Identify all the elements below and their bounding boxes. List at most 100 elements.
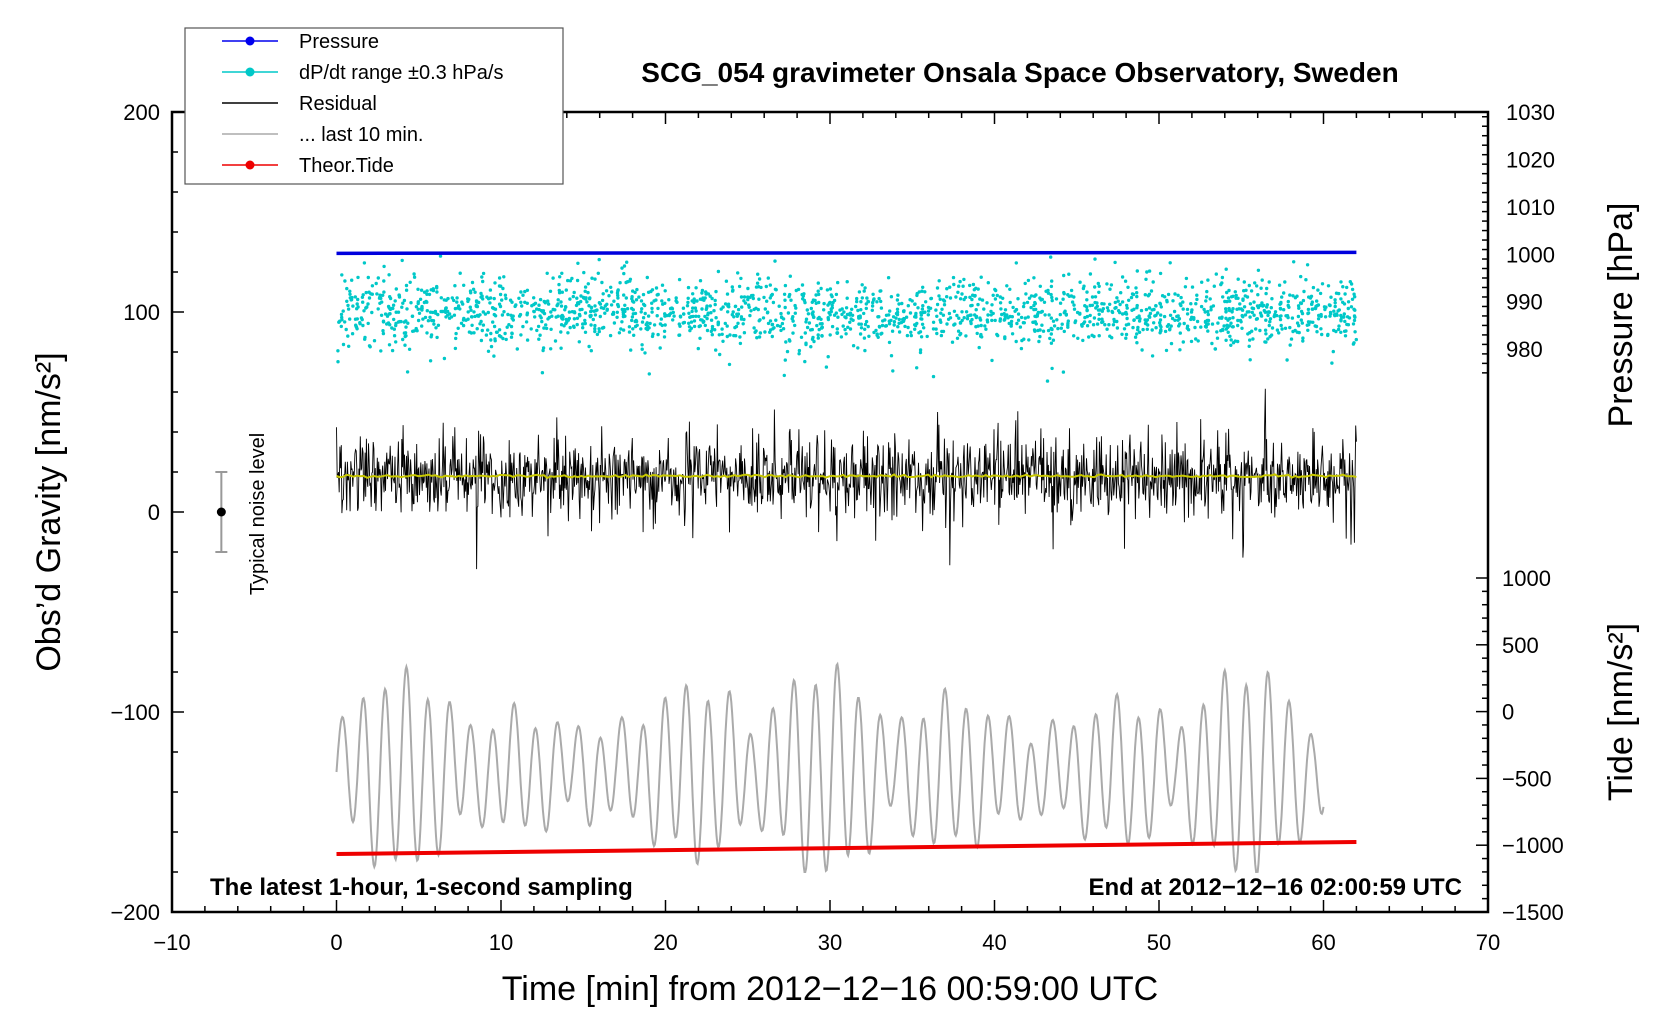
dpdt-point [697, 314, 701, 319]
dpdt-point [382, 290, 386, 294]
dpdt-point [1042, 300, 1047, 304]
dpdt-point [1349, 282, 1354, 286]
dpdt-point [913, 323, 918, 328]
dpdt-point [872, 297, 876, 301]
dpdt-point [1018, 325, 1023, 329]
dpdt-point [510, 316, 514, 320]
dpdt-point [426, 319, 431, 323]
dpdt-point [1082, 320, 1087, 324]
dpdt-point [428, 310, 433, 314]
dpdt-point [723, 302, 728, 306]
dpdt-point [1014, 339, 1018, 344]
dpdt-point [1205, 289, 1209, 294]
dpdt-point [489, 344, 494, 349]
dpdt-point [1046, 291, 1051, 295]
dpdt-point [856, 308, 860, 313]
dpdt-point [583, 289, 587, 293]
dpdt-point [1206, 322, 1210, 326]
dpdt-point [375, 292, 379, 296]
dpdt-point [1267, 280, 1271, 284]
noise-center-dot [216, 507, 226, 517]
dpdt-point [1158, 302, 1163, 306]
dpdt-point [686, 300, 690, 305]
dpdt-point [1090, 333, 1094, 337]
dpdt-point [555, 303, 559, 308]
dpdt-point [1339, 330, 1343, 334]
dpdt-point [615, 310, 619, 314]
dpdt-point [733, 304, 738, 309]
dpdt-point [1292, 260, 1296, 264]
dpdt-point [782, 373, 786, 378]
dpdt-point [424, 299, 428, 304]
y-tick-label-left: −100 [110, 700, 160, 725]
dpdt-point [1168, 313, 1173, 317]
dpdt-point [652, 323, 657, 327]
dpdt-point [343, 279, 347, 283]
dpdt-point [405, 307, 409, 311]
dpdt-point [996, 333, 1000, 338]
dpdt-point [909, 333, 913, 338]
dpdt-point [910, 299, 914, 303]
dpdt-point [1337, 308, 1342, 312]
dpdt-point [1070, 300, 1075, 304]
dpdt-point [1265, 286, 1269, 291]
dpdt-point [1311, 285, 1316, 290]
dpdt-point [544, 323, 548, 327]
dpdt-point [366, 321, 370, 326]
dpdt-point [887, 313, 891, 317]
dpdt-point [603, 311, 607, 315]
dpdt-point [1049, 255, 1053, 259]
dpdt-point [1278, 314, 1282, 319]
dpdt-point [1239, 320, 1243, 324]
dpdt-point [616, 293, 620, 298]
dpdt-point [871, 300, 875, 305]
dpdt-point [416, 318, 421, 323]
dpdt-point [622, 264, 627, 268]
dpdt-point [986, 313, 990, 317]
dpdt-point [366, 275, 370, 280]
legend-label: ... last 10 min. [299, 124, 424, 146]
dpdt-point [857, 290, 862, 294]
dpdt-point [561, 315, 565, 319]
dpdt-point [1032, 276, 1036, 280]
dpdt-point [514, 303, 518, 307]
dpdt-point [1242, 305, 1247, 309]
dpdt-point [817, 300, 821, 305]
dpdt-point [633, 319, 637, 324]
dpdt-point [915, 366, 919, 370]
dpdt-point [416, 307, 420, 311]
dpdt-point [381, 320, 386, 324]
dpdt-point [929, 296, 934, 301]
legend-entry-pressure: Pressure [222, 31, 379, 53]
dpdt-point [739, 315, 744, 319]
theor-tide-line [336, 840, 1357, 856]
dpdt-point [557, 282, 561, 287]
dpdt-point [623, 314, 627, 318]
dpdt-point [412, 272, 416, 276]
dpdt-point [1333, 301, 1337, 305]
dpdt-point [919, 313, 923, 317]
dpdt-point [1247, 283, 1252, 288]
sampling-note: The latest 1-hour, 1-second sampling [210, 874, 633, 901]
dpdt-point [1328, 314, 1332, 318]
noise-indicator [215, 471, 228, 553]
dpdt-point [740, 305, 744, 309]
dpdt-point [567, 310, 572, 314]
dpdt-point [630, 295, 634, 299]
dpdt-point [589, 323, 593, 327]
dpdt-point [1003, 336, 1007, 341]
dpdt-point [617, 331, 622, 335]
chart-title: SCG_054 gravimeter Onsala Space Observat… [641, 57, 1398, 88]
dpdt-point [1254, 327, 1258, 331]
dpdt-point [1016, 318, 1021, 322]
dpdt-point [1129, 295, 1134, 300]
y-tick-label-left: −200 [110, 900, 160, 925]
dpdt-point [625, 260, 629, 264]
dpdt-point [757, 277, 762, 281]
dpdt-point [779, 328, 783, 333]
dpdt-point [706, 313, 710, 317]
dpdt-point [1165, 300, 1169, 304]
dpdt-point [698, 336, 702, 340]
dpdt-point [1331, 349, 1336, 354]
dpdt-point [876, 315, 880, 319]
